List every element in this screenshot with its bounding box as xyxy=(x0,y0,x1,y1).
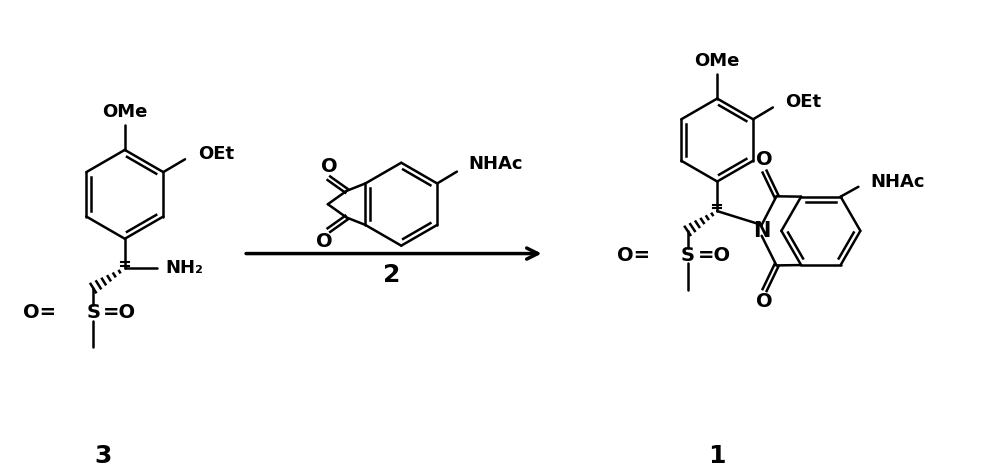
Text: NHAc: NHAc xyxy=(469,155,523,173)
Text: 2: 2 xyxy=(383,263,400,287)
Text: =O: =O xyxy=(103,303,136,322)
Text: O: O xyxy=(316,232,332,251)
Text: O: O xyxy=(756,150,773,169)
Text: OMe: OMe xyxy=(695,52,740,70)
Text: O: O xyxy=(321,157,337,176)
Text: OEt: OEt xyxy=(198,146,234,164)
Text: S: S xyxy=(86,303,100,322)
Text: O=: O= xyxy=(23,303,56,322)
Text: NH₂: NH₂ xyxy=(165,259,203,277)
Text: O: O xyxy=(756,292,773,311)
Text: OMe: OMe xyxy=(102,103,148,121)
Text: =O: =O xyxy=(697,246,731,265)
Text: N: N xyxy=(753,221,770,241)
Text: 3: 3 xyxy=(94,444,112,468)
Text: OEt: OEt xyxy=(785,92,821,110)
Text: NHAc: NHAc xyxy=(870,173,925,191)
Text: 1: 1 xyxy=(708,444,726,468)
Text: S: S xyxy=(681,246,695,265)
Text: O=: O= xyxy=(617,246,650,265)
